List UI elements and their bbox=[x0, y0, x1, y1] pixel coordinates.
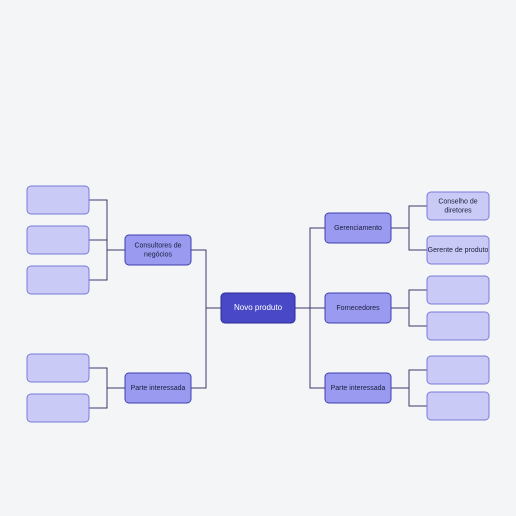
leaf-node[interactable] bbox=[27, 266, 89, 294]
svg-text:Gerente de produto: Gerente de produto bbox=[428, 247, 489, 254]
svg-text:Parte interessada: Parte interessada bbox=[331, 385, 386, 392]
leaf-node[interactable] bbox=[27, 226, 89, 254]
svg-text:Fornecedores: Fornecedores bbox=[336, 305, 380, 312]
svg-text:Gerenciamento: Gerenciamento bbox=[334, 225, 382, 232]
leaf-node[interactable]: Gerente de produto bbox=[427, 236, 489, 264]
leaf-node[interactable] bbox=[427, 356, 489, 384]
branch-node[interactable]: Fornecedores bbox=[325, 293, 391, 323]
leaf-node[interactable] bbox=[27, 186, 89, 214]
leaf-node[interactable] bbox=[427, 312, 489, 340]
branch-node[interactable]: Parte interessada bbox=[125, 373, 191, 403]
leaf-node[interactable] bbox=[427, 392, 489, 420]
root-node[interactable]: Novo produto bbox=[221, 293, 295, 323]
svg-text:Novo produto: Novo produto bbox=[234, 303, 283, 312]
branch-node[interactable]: Consultores denegócios bbox=[125, 235, 191, 265]
leaf-node[interactable]: Conselho dediretores bbox=[427, 192, 489, 220]
mindmap-canvas: Conselho dediretores Gerente de produto Co… bbox=[0, 0, 516, 516]
branch-node[interactable]: Gerenciamento bbox=[325, 213, 391, 243]
svg-text:Parte interessada: Parte interessada bbox=[131, 385, 186, 392]
branch-node[interactable]: Parte interessada bbox=[325, 373, 391, 403]
leaf-node[interactable] bbox=[27, 394, 89, 422]
leaf-node[interactable] bbox=[27, 354, 89, 382]
leaf-node[interactable] bbox=[427, 276, 489, 304]
